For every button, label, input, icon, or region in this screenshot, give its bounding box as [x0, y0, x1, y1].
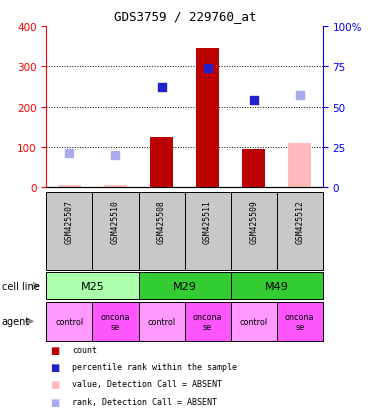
- Text: GSM425512: GSM425512: [295, 200, 304, 244]
- Text: cell line: cell line: [2, 281, 40, 291]
- Bar: [277, 192, 323, 271]
- Bar: [277, 302, 323, 341]
- Point: [158, 85, 164, 91]
- Text: percentile rank within the sample: percentile rank within the sample: [72, 362, 237, 371]
- Text: ■: ■: [50, 380, 59, 389]
- Bar: [231, 273, 323, 299]
- Text: GDS3759 / 229760_at: GDS3759 / 229760_at: [114, 10, 257, 23]
- Bar: [104, 186, 127, 188]
- Text: GSM425509: GSM425509: [249, 200, 258, 244]
- Text: M25: M25: [81, 281, 104, 291]
- Bar: [58, 186, 81, 188]
- Bar: [231, 302, 277, 341]
- Point: [112, 152, 118, 159]
- Point: [66, 151, 72, 157]
- Bar: [138, 302, 185, 341]
- Text: ■: ■: [50, 345, 59, 355]
- Bar: [138, 273, 231, 299]
- Point: [251, 97, 257, 104]
- Text: agent: agent: [2, 316, 30, 327]
- Bar: [138, 192, 185, 271]
- Text: count: count: [72, 345, 97, 354]
- Text: value, Detection Call = ABSENT: value, Detection Call = ABSENT: [72, 380, 222, 389]
- Bar: [231, 192, 277, 271]
- Text: M49: M49: [265, 281, 289, 291]
- Bar: [185, 302, 231, 341]
- Text: control: control: [55, 317, 83, 326]
- Text: oncona
se: oncona se: [101, 312, 130, 331]
- Bar: [185, 192, 231, 271]
- Text: M29: M29: [173, 281, 197, 291]
- Text: rank, Detection Call = ABSENT: rank, Detection Call = ABSENT: [72, 397, 217, 406]
- Bar: [46, 302, 92, 341]
- Bar: [196, 49, 219, 188]
- Text: GSM425507: GSM425507: [65, 200, 74, 244]
- Point: [205, 65, 211, 72]
- Bar: [46, 273, 138, 299]
- Bar: [92, 192, 138, 271]
- Point: [297, 93, 303, 100]
- Text: control: control: [148, 317, 175, 326]
- Text: GSM425511: GSM425511: [203, 200, 212, 244]
- Bar: [288, 144, 311, 188]
- Text: GSM425510: GSM425510: [111, 200, 120, 244]
- Text: GSM425508: GSM425508: [157, 200, 166, 244]
- Text: ■: ■: [50, 362, 59, 372]
- Text: control: control: [240, 317, 268, 326]
- Text: ■: ■: [50, 397, 59, 407]
- Bar: [46, 192, 92, 271]
- Bar: [150, 138, 173, 188]
- Bar: [242, 150, 265, 188]
- Bar: [92, 302, 138, 341]
- Text: oncona
se: oncona se: [193, 312, 222, 331]
- Text: oncona
se: oncona se: [285, 312, 315, 331]
